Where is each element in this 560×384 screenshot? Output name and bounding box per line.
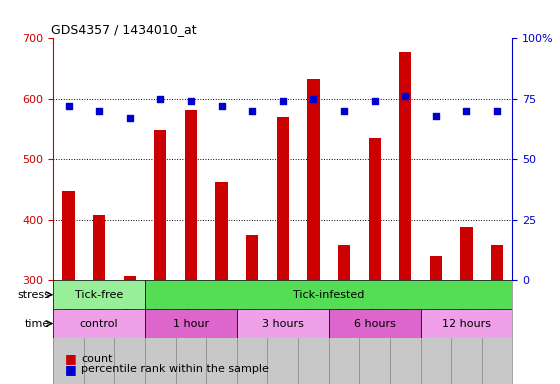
- Bar: [237, 309, 329, 338]
- Text: count: count: [81, 354, 113, 364]
- Text: time: time: [25, 318, 50, 329]
- Bar: [53, 309, 145, 338]
- Bar: [145, 280, 512, 309]
- Point: [278, 98, 287, 104]
- Text: 12 hours: 12 hours: [442, 318, 491, 329]
- Point: [309, 96, 318, 102]
- Bar: [185, 110, 197, 280]
- Point: [462, 108, 471, 114]
- Text: ■: ■: [64, 353, 76, 366]
- Bar: [216, 182, 228, 280]
- Point: [95, 108, 104, 114]
- Bar: [53, 280, 512, 384]
- Point: [431, 113, 440, 119]
- Text: stress: stress: [17, 290, 50, 300]
- Point: [401, 93, 410, 99]
- Bar: [246, 235, 258, 280]
- Bar: [53, 280, 145, 309]
- Bar: [329, 309, 421, 338]
- Text: control: control: [80, 318, 118, 329]
- Point: [370, 98, 379, 104]
- Bar: [430, 256, 442, 280]
- Point: [64, 103, 73, 109]
- Bar: [338, 245, 350, 280]
- Bar: [154, 130, 166, 280]
- Bar: [277, 117, 289, 280]
- Bar: [368, 138, 381, 280]
- Bar: [93, 215, 105, 280]
- Point: [186, 98, 195, 104]
- Text: Tick-infested: Tick-infested: [293, 290, 365, 300]
- Text: 1 hour: 1 hour: [173, 318, 209, 329]
- Text: Tick-free: Tick-free: [75, 290, 123, 300]
- Bar: [460, 227, 473, 280]
- Point: [217, 103, 226, 109]
- Text: percentile rank within the sample: percentile rank within the sample: [81, 364, 269, 374]
- Bar: [145, 309, 237, 338]
- Bar: [421, 309, 512, 338]
- Bar: [62, 191, 74, 280]
- Bar: [399, 52, 412, 280]
- Point: [125, 115, 134, 121]
- Point: [248, 108, 256, 114]
- Bar: [491, 245, 503, 280]
- Bar: [124, 276, 136, 280]
- Text: GDS4357 / 1434010_at: GDS4357 / 1434010_at: [51, 23, 197, 36]
- Text: 6 hours: 6 hours: [354, 318, 395, 329]
- Bar: [307, 79, 320, 280]
- Point: [493, 108, 502, 114]
- Text: ■: ■: [64, 363, 76, 376]
- Text: 3 hours: 3 hours: [262, 318, 304, 329]
- Point: [339, 108, 348, 114]
- Point: [156, 96, 165, 102]
